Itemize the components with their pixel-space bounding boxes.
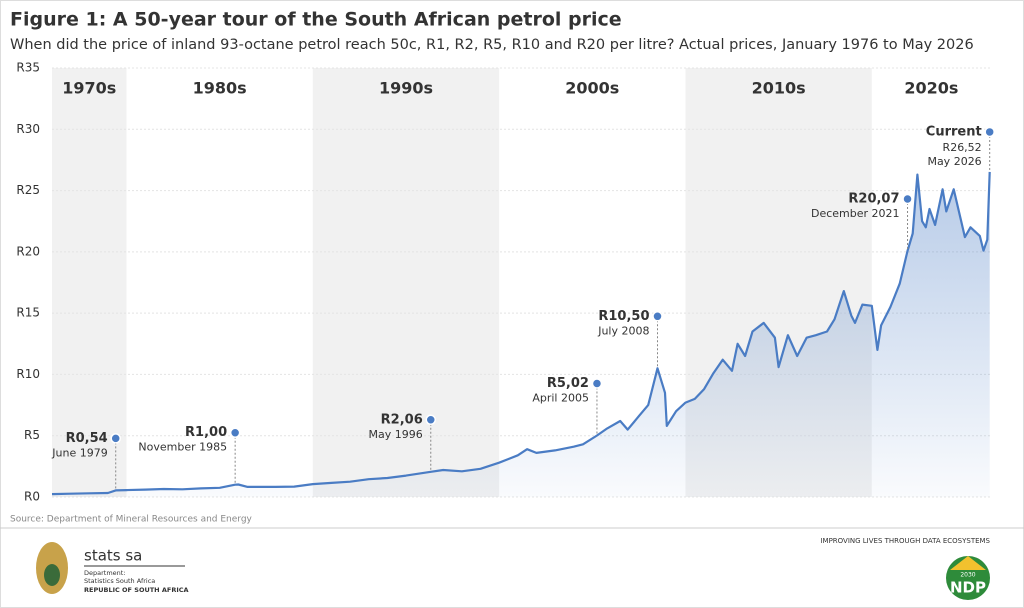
annotation-value: R0,54 bbox=[66, 431, 108, 446]
decade-label: 2010s bbox=[752, 79, 806, 98]
annotation-value: R5,02 bbox=[547, 376, 589, 391]
marker bbox=[591, 378, 603, 389]
source: Source: Department of Mineral Resources … bbox=[10, 515, 253, 525]
annotation-date: December 2021 bbox=[811, 207, 900, 220]
annotation-date: June 1979 bbox=[51, 446, 107, 459]
marker bbox=[110, 433, 121, 444]
annotation-date: November 1985 bbox=[138, 441, 227, 454]
y-tick-label: R5 bbox=[24, 428, 40, 442]
annotation-date: May 1996 bbox=[369, 428, 423, 441]
decade-label: 1980s bbox=[193, 79, 247, 98]
org: Statistics South Africa bbox=[84, 577, 155, 585]
brand: stats sa bbox=[84, 547, 142, 565]
marker bbox=[652, 311, 663, 322]
decade-band bbox=[52, 68, 127, 497]
decade-label: 1990s bbox=[379, 79, 433, 98]
annotation-date: April 2005 bbox=[532, 391, 589, 404]
area bbox=[52, 171, 990, 497]
marker bbox=[229, 427, 241, 438]
decade-label: 2000s bbox=[565, 79, 619, 98]
decade-label: 2020s bbox=[904, 79, 958, 98]
country: REPUBLIC OF SOUTH AFRICA bbox=[84, 586, 189, 594]
price-line bbox=[51, 171, 991, 496]
y-tick-label: R15 bbox=[16, 306, 40, 320]
annotation-value: R2,06 bbox=[381, 412, 423, 427]
marker bbox=[984, 126, 995, 138]
marker bbox=[902, 193, 913, 205]
ndp-logo bbox=[946, 556, 990, 600]
y-tick-label: R20 bbox=[16, 244, 40, 258]
decade-label: 1970s bbox=[62, 79, 116, 98]
annotation-value: R1,00 bbox=[185, 425, 227, 440]
annotation-date: May 2026 bbox=[927, 155, 981, 168]
annotation-value: R10,50 bbox=[598, 309, 649, 324]
decade-band bbox=[312, 68, 500, 497]
annotation-value: R26,52 bbox=[943, 141, 982, 154]
y-tick-label: R25 bbox=[16, 183, 40, 197]
chart-subtitle: When did the price of inland 93-octane p… bbox=[10, 37, 974, 53]
annotation-date: July 2008 bbox=[597, 324, 649, 337]
coat-of-arms bbox=[36, 542, 68, 594]
y-tick-label: R10 bbox=[16, 367, 40, 381]
chart-title: Figure 1: A 50-year tour of the South Af… bbox=[10, 9, 622, 31]
tagline: IMPROVING LIVES THROUGH DATA ECOSYSTEMS bbox=[820, 537, 990, 545]
annotation-label: Current bbox=[926, 124, 982, 139]
y-tick-label: R30 bbox=[16, 122, 40, 136]
department: Department: bbox=[84, 569, 126, 577]
y-tick-label: R35 bbox=[16, 61, 40, 75]
annotation-value: R20,07 bbox=[848, 191, 899, 206]
marker bbox=[425, 414, 437, 426]
ndp-year: 2030 bbox=[960, 572, 975, 579]
ndp: NDP bbox=[950, 579, 986, 597]
y-tick-label: R0 bbox=[24, 490, 40, 504]
